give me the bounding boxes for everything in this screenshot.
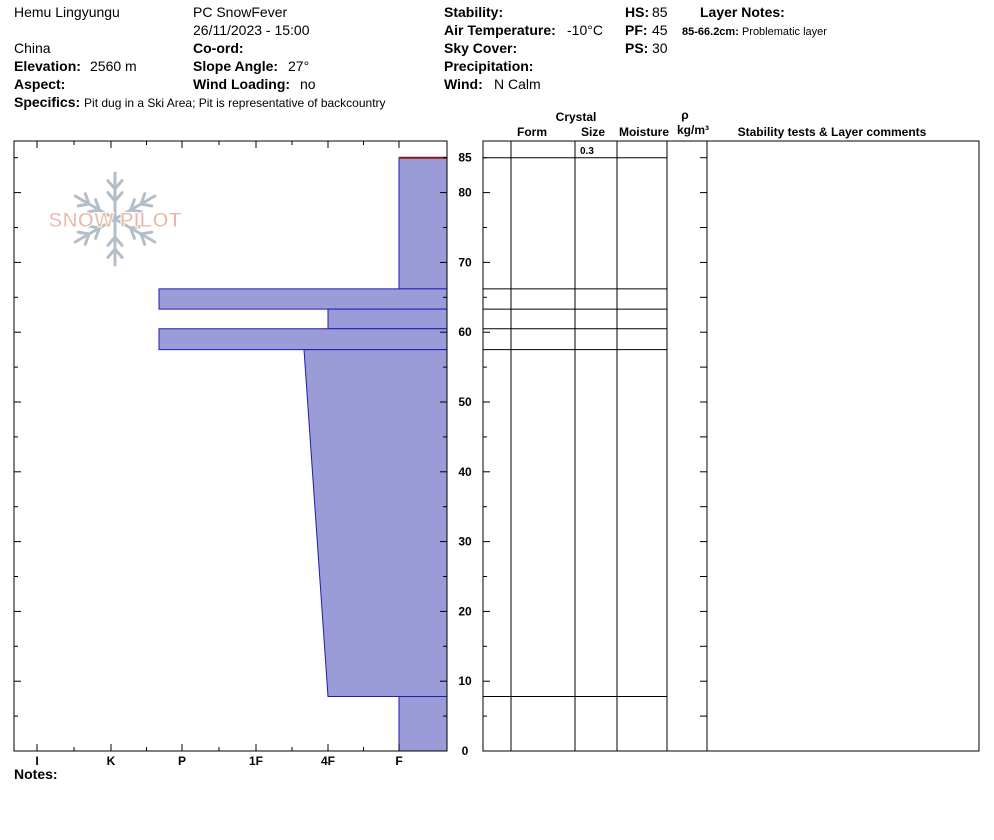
density-unit-header: kg/m³ — [676, 123, 709, 137]
air-temperature-value: -10°C — [567, 22, 603, 38]
hardness-tick-label: 4F — [321, 754, 335, 768]
snowflake-branch — [83, 192, 91, 206]
slope-angle-label: Slope Angle: — [193, 58, 279, 74]
sky-cover-label: Sky Cover: — [444, 40, 518, 56]
snowflake-branch — [113, 247, 124, 259]
wind-loading-label: Wind Loading: — [193, 76, 291, 92]
location-name: Hemu Lingyungu — [14, 4, 120, 20]
snowpilot-logo: SNOW PILOT — [48, 171, 182, 267]
snowflake-arm — [73, 194, 117, 221]
snowflake-branch — [113, 191, 124, 203]
layer-note-text: Problematic layer — [741, 26, 827, 38]
snowflake-arm — [113, 194, 157, 221]
depth-tick-label: 0 — [462, 744, 469, 758]
depth-tick-label: 70 — [458, 255, 472, 269]
depth-tick-label: 40 — [458, 465, 472, 479]
snowflake-branch — [139, 232, 147, 246]
snowflake-branch — [139, 202, 154, 208]
snowflake-branch — [83, 232, 91, 246]
wind-value: N Calm — [494, 76, 541, 92]
specifics: Specifics: Pit dug in a Ski Area; Pit is… — [14, 94, 386, 111]
moisture-header: Moisture — [618, 125, 669, 139]
hardness-layer — [303, 349, 448, 698]
snowflake-branch — [106, 235, 117, 247]
snowflake-branch — [129, 208, 143, 214]
hardness-tick-label: 1F — [249, 754, 263, 768]
hardness-layer — [398, 157, 448, 290]
hardness-tick-label: I — [35, 754, 38, 768]
notes-label: Notes: — [14, 766, 58, 782]
slope-angle-value: 27° — [288, 58, 310, 74]
snowflake-branch — [76, 230, 91, 236]
hardness-layer — [398, 696, 448, 752]
profile-frame — [13, 140, 448, 752]
stability-label: Stability: — [444, 4, 504, 20]
specifics-label: Specifics: — [14, 94, 81, 110]
snowflake-branch — [129, 226, 136, 240]
layer-note: 85-66.2cm: Problematic layer — [682, 24, 827, 40]
hardness-layer — [158, 288, 448, 310]
layer-notes-label: Layer Notes: — [700, 4, 785, 20]
wind-label: Wind: — [444, 76, 483, 92]
depth-tick-label: 20 — [458, 604, 472, 618]
hardness-tick-label: F — [395, 754, 402, 768]
snowflake-branch — [129, 198, 136, 212]
size-header: Size — [580, 125, 605, 139]
rho-header: ρ — [681, 108, 689, 122]
crystal-header: Crystal — [555, 110, 597, 124]
stability-comments-header: Stability tests & Layer comments — [737, 125, 927, 139]
layer-table: 0.3 — [482, 140, 980, 752]
hardness-tick-label: P — [178, 754, 186, 768]
snowflake-branch — [113, 179, 124, 191]
hardness-profile — [158, 156, 448, 752]
layer-note-range: 85-66.2cm: — [682, 26, 739, 38]
hardness-tick-label: K — [107, 754, 116, 768]
snowflake-branch — [87, 208, 101, 214]
snowflake-arm — [73, 217, 117, 244]
elevation-value: 2560 m — [90, 58, 137, 74]
snowflake-branch — [106, 247, 117, 259]
snowflake-branch — [139, 230, 154, 236]
hs-value: 85 — [652, 4, 668, 20]
table-frame — [482, 140, 980, 752]
depth-tick-label: 10 — [458, 674, 472, 688]
ps-value: 30 — [652, 40, 668, 56]
snowflake-branch — [106, 191, 117, 203]
wind-loading-value: no — [300, 76, 316, 92]
observer-name: PC SnowFever — [193, 4, 288, 20]
pf-label: PF: — [625, 22, 648, 38]
snowflake-branch — [94, 226, 101, 240]
hardness-layer — [327, 308, 448, 330]
hs-label: HS: — [625, 4, 650, 20]
logo-text: SNOW PILOT — [49, 209, 182, 232]
snowflake-branch — [113, 235, 124, 247]
aspect-label: Aspect: — [14, 76, 66, 92]
snowflake-branch — [87, 224, 101, 230]
snowflake-branch — [139, 192, 147, 206]
air-temperature-label: Air Temperature: — [444, 22, 556, 38]
coord-label: Co-ord: — [193, 40, 244, 56]
snowflake-branch — [106, 179, 117, 191]
observation-datetime: 26/11/2023 - 15:00 — [193, 22, 310, 38]
snowflake-arm — [113, 217, 157, 244]
ps-label: PS: — [625, 40, 649, 56]
form-header: Form — [517, 125, 547, 139]
depth-tick-label: 30 — [458, 535, 472, 549]
crystal-size-value: 0.3 — [580, 146, 594, 157]
depth-tick-label: 80 — [458, 186, 472, 200]
depth-tick-label: 60 — [458, 325, 472, 339]
specifics-value: Pit dug in a Ski Area; Pit is representa… — [84, 96, 386, 110]
hardness-layer — [158, 328, 448, 351]
depth-tick-label: 85 — [458, 151, 472, 165]
depth-tick-label: 50 — [458, 395, 472, 409]
snowflake-branch — [129, 224, 143, 230]
snowflake-icon — [73, 171, 157, 267]
snowflake-branch — [76, 202, 91, 208]
precipitation-label: Precipitation: — [444, 58, 534, 74]
country: China — [14, 40, 51, 56]
elevation-label: Elevation: — [14, 58, 81, 74]
snowflake-branch — [94, 198, 101, 212]
pf-value: 45 — [652, 22, 668, 38]
